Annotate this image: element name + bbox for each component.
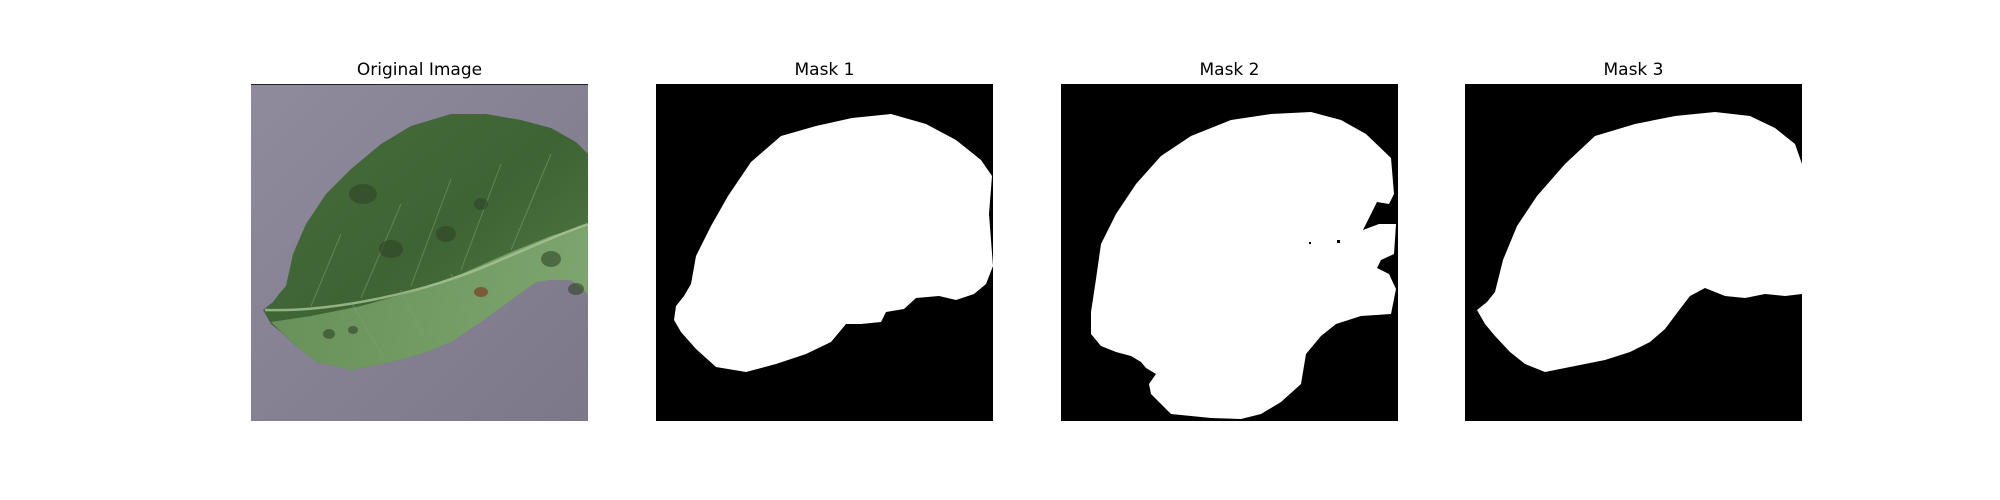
- mask-foreground: [1091, 112, 1396, 419]
- panel-mask-1: Mask 1: [656, 0, 993, 500]
- mask-foreground: [1477, 112, 1802, 372]
- panel-mask-3: Mask 3: [1465, 0, 1802, 500]
- leaf-veins: [310, 153, 552, 355]
- mask-speckle: [1337, 240, 1340, 243]
- leaf-spots: [323, 184, 584, 339]
- panel-title: Original Image: [356, 60, 483, 80]
- panel-title: Mask 2: [1199, 60, 1260, 80]
- mask-2-image: [1061, 84, 1398, 421]
- panel-mask-2: Mask 2: [1061, 0, 1398, 500]
- leaf-lesion: [474, 287, 488, 297]
- mask-speckle: [1309, 242, 1311, 244]
- mask-3-image: [1465, 84, 1802, 421]
- mask-foreground: [674, 114, 993, 372]
- leaf-midrib: [264, 222, 588, 312]
- panel-title: Mask 3: [1603, 60, 1664, 80]
- leaf-blade: [263, 114, 588, 370]
- panel-title: Mask 1: [794, 60, 855, 80]
- mask-1-image: [656, 84, 993, 421]
- leaf-lower-half: [271, 224, 588, 370]
- leaf-photo: [251, 84, 588, 421]
- panel-original-image: Original Image: [251, 0, 588, 500]
